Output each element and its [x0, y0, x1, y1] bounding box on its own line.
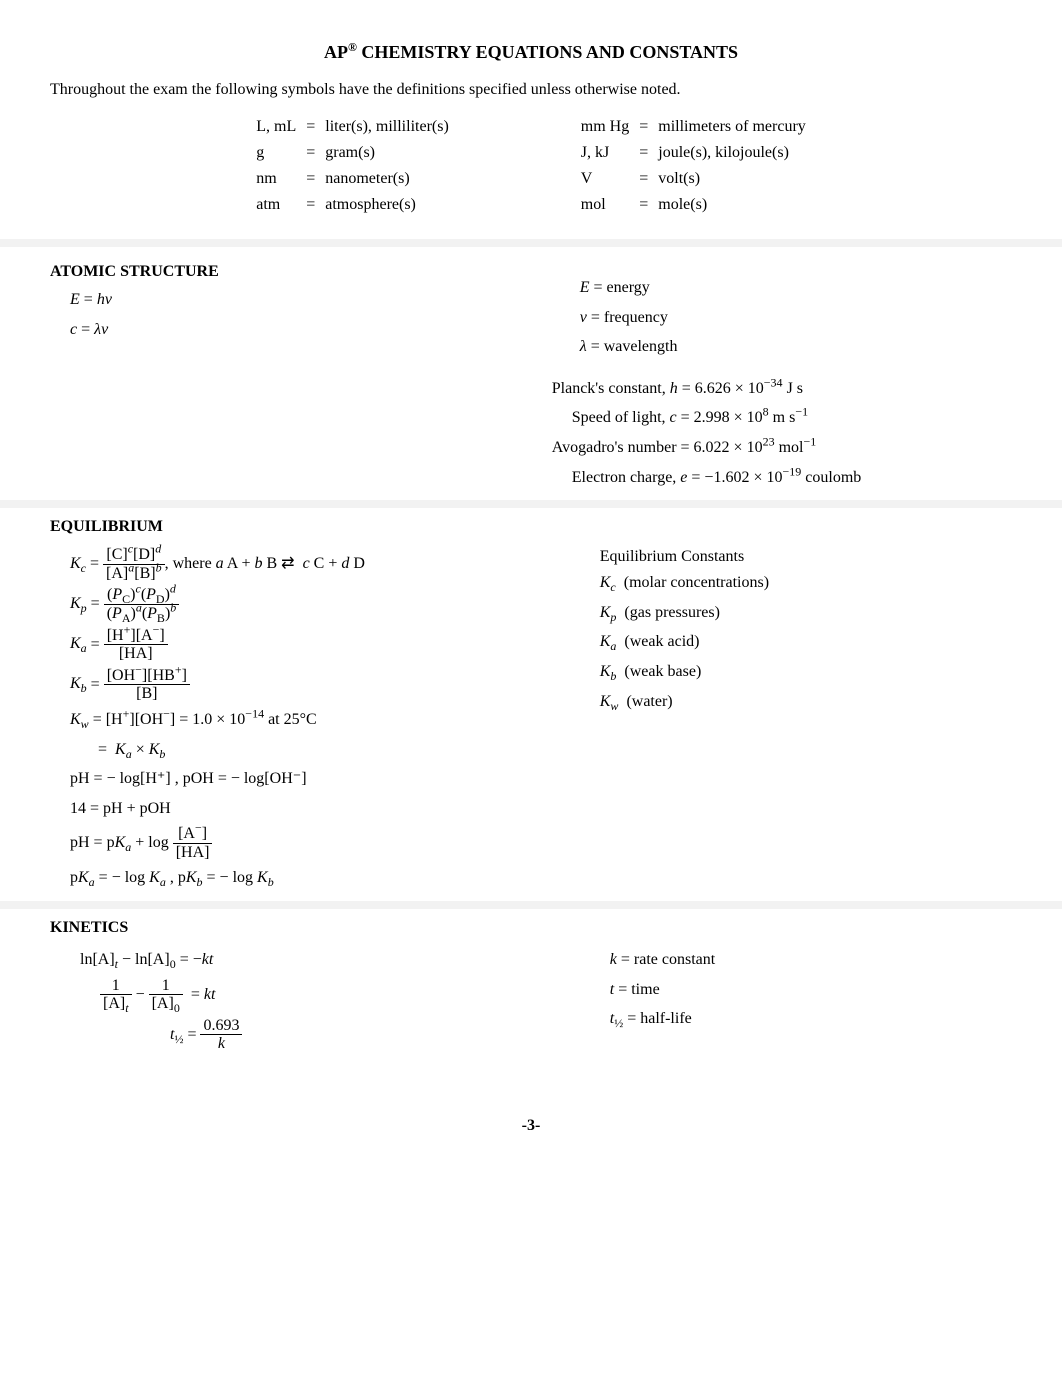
unit-def: atmosphere(s) — [321, 193, 453, 217]
unit-sym: L, mL — [252, 115, 300, 139]
intro-text: Throughout the exam the following symbol… — [50, 81, 1012, 99]
kin-def-k: k = rate constant — [610, 947, 1012, 973]
fourteen-eq: 14 = pH + pOH — [70, 796, 532, 822]
page-title: AP® CHEMISTRY EQUATIONS AND CONSTANTS — [50, 40, 1012, 63]
equil-const-item: Kc (molar concentrations) — [600, 570, 1012, 596]
atomic-def: E = energy — [580, 275, 1012, 301]
kp-eq: Kp = (PC)c(PD)d (PA)a(PB)b — [70, 586, 532, 622]
unit-sym: g — [252, 141, 300, 165]
unit-eq: = — [635, 115, 652, 139]
equil-const-item: Kp (gas pressures) — [600, 600, 1012, 626]
unit-eq: = — [635, 167, 652, 191]
unit-def: nanometer(s) — [321, 167, 453, 191]
unit-sym: mol — [577, 193, 633, 217]
atomic-eq2: c = λν — [70, 317, 512, 343]
kin-def-t: t = time — [610, 977, 1012, 1003]
atomic-eq1: E = hν — [70, 287, 512, 313]
divider — [0, 901, 1062, 909]
unit-def: liter(s), milliliter(s) — [321, 115, 453, 139]
page-number: -3- — [50, 1117, 1012, 1135]
divider — [0, 500, 1062, 508]
unit-eq: = — [302, 141, 319, 165]
atomic-def: ν = frequency — [580, 305, 1012, 331]
kin-eq2: 1[A]t − 1[A]0 = kt — [80, 977, 542, 1013]
kinetics-head: KINETICS — [50, 919, 1012, 937]
unit-def: volt(s) — [654, 167, 810, 191]
kin-eq3: t½ = 0.693k — [80, 1017, 542, 1053]
title-reg: ® — [348, 40, 357, 54]
kinetics-section: ln[A]t − ln[A]0 = −kt 1[A]t − 1[A]0 = kt… — [50, 943, 1012, 1057]
atomic-head: ATOMIC STRUCTURE — [50, 263, 512, 281]
equil-const-item: Kb (weak base) — [600, 659, 1012, 685]
unit-def: joule(s), kilojoule(s) — [654, 141, 810, 165]
unit-eq: = — [302, 193, 319, 217]
kin-def-th: t½ = half-life — [610, 1006, 1012, 1032]
equil-consts-list: Kc (molar concentrations) Kp (gas pressur… — [600, 570, 1012, 714]
equil-head: EQUILIBRIUM — [50, 518, 1012, 536]
ph-def: pH = − log[H⁺] , pOH = − log[OH⁻] — [70, 766, 532, 792]
equil-const-item: Ka (weak acid) — [600, 629, 1012, 655]
kw-eq: Kw = [H+][OH−] = 1.0 × 10−14 at 25°C — [70, 707, 532, 733]
title-rest: CHEMISTRY EQUATIONS AND CONSTANTS — [357, 42, 738, 62]
unit-eq: = — [635, 141, 652, 165]
equil-const-item: Kw (water) — [600, 689, 1012, 715]
kc-eq: Kc = [C]c[D]d [A]a[B]b , where a A + b B… — [70, 546, 532, 582]
kb-eq: Kb = [OH−][HB+] [B] — [70, 667, 532, 703]
equil-consts-head: Equilibrium Constants — [600, 548, 1012, 566]
unit-def: millimeters of mercury — [654, 115, 810, 139]
unit-eq: = — [635, 193, 652, 217]
atomic-def: λ = wavelength — [580, 334, 1012, 360]
kw-eq2: = Ka × Kb — [70, 737, 532, 763]
divider — [0, 239, 1062, 247]
unit-sym: V — [577, 167, 633, 191]
equil-section: Kc = [C]c[D]d [A]a[B]b , where a A + b B… — [50, 542, 1012, 895]
kin-eq1: ln[A]t − ln[A]0 = −kt — [80, 947, 542, 973]
ka-eq: Ka = [H+][A−] [HA] — [70, 627, 532, 663]
unit-sym: nm — [252, 167, 300, 191]
units-right: mm Hg=millimeters of mercuryJ, kJ=joule(… — [575, 113, 812, 219]
unit-sym: J, kJ — [577, 141, 633, 165]
title-prefix: AP — [324, 42, 348, 62]
atomic-constants: Planck's constant, h = 6.626 × 10−34 J s… — [552, 376, 1012, 490]
unit-sym: mm Hg — [577, 115, 633, 139]
unit-def: gram(s) — [321, 141, 453, 165]
unit-eq: = — [302, 167, 319, 191]
atomic-section: ATOMIC STRUCTURE E = hν c = λν E = energ… — [50, 253, 1012, 494]
unit-sym: atm — [252, 193, 300, 217]
pka-pkb: pKa = − log Ka , pKb = − log Kb — [70, 865, 532, 891]
atomic-defs: E = energy ν = frequency λ = wavelength — [552, 275, 1012, 360]
unit-def: mole(s) — [654, 193, 810, 217]
units-block: L, mL=liter(s), milliliter(s)g=gram(s)nm… — [50, 113, 1012, 219]
unit-eq: = — [302, 115, 319, 139]
units-left: L, mL=liter(s), milliliter(s)g=gram(s)nm… — [250, 113, 455, 219]
ph-pka: pH = pKa + log [A−] [HA] — [70, 825, 532, 861]
